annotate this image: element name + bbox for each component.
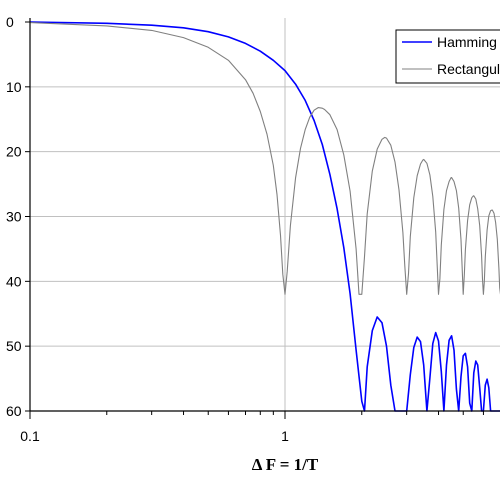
legend-label-rectangular: Rectangular [437,61,500,77]
series-line-rectangular [29,22,500,295]
grid [30,18,500,411]
axes [29,18,500,412]
y-tick-label: 0 [6,14,14,30]
y-tick-label: 20 [6,144,22,160]
y-tick-label: 10 [6,79,22,95]
x-tick-label: 1 [281,428,289,444]
y-tick-label: 50 [6,338,22,354]
legend-label-hamming: Hamming [437,34,497,50]
y-tick-label: 30 [6,209,22,225]
legend-box [395,29,500,84]
series-layer [29,21,500,412]
x-axis-label: Δ F = 1/T [252,455,319,474]
y-tick-label: 40 [6,273,22,289]
ticks [25,21,484,419]
tick-labels: 0 10 20 30 40 50 60 0.1 1 [6,14,289,444]
series-line-hamming [29,21,500,412]
x-tick-label: 0.1 [20,428,40,444]
legend: Hamming Rectangular [395,29,500,84]
y-tick-label: 60 [6,403,22,419]
